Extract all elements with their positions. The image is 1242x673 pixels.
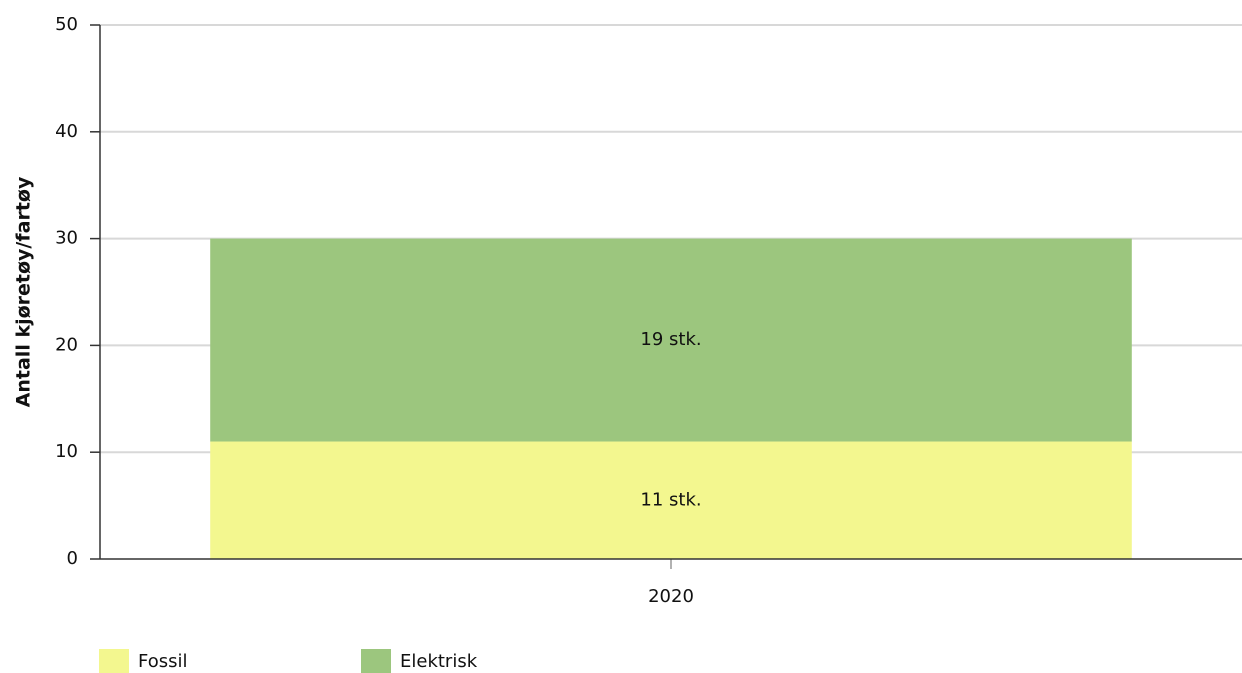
legend-label: Fossil [138, 651, 187, 672]
bar-segment [210, 441, 1132, 559]
y-tick-label: 40 [55, 121, 78, 142]
bar-segment [210, 238, 1132, 442]
data-label: 11 stk. [640, 489, 701, 510]
y-tick-label: 50 [55, 14, 78, 35]
data-label: 19 stk. [640, 329, 701, 350]
y-tick-label: 10 [55, 441, 78, 462]
x-tick-label: 2020 [648, 586, 694, 607]
legend-swatch [361, 649, 391, 673]
y-axis-label: Antall kjøretøy/fartøy [13, 176, 35, 407]
legend-label: Elektrisk [400, 651, 478, 672]
y-tick-label: 30 [55, 228, 78, 249]
y-tick-label: 20 [55, 334, 78, 355]
y-tick-label: 0 [67, 548, 78, 569]
legend-swatch [99, 649, 129, 673]
